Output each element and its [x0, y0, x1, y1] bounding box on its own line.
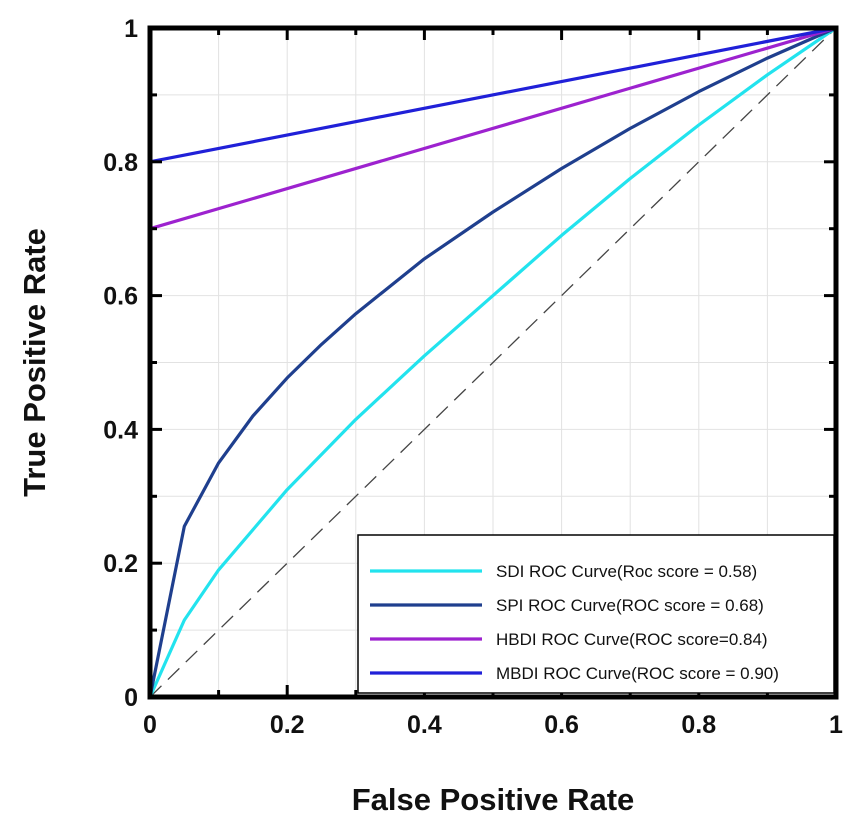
legend-entry-hbdi: HBDI ROC Curve(ROC score=0.84)	[496, 630, 768, 649]
spi-roc-curve	[148, 26, 838, 699]
x-axis-title: False Positive Rate	[352, 782, 635, 817]
y-tick-label: 0.4	[103, 416, 138, 444]
x-tick-label: 0	[143, 711, 157, 739]
x-tick-label: 0.6	[544, 711, 579, 739]
series-lines	[148, 26, 838, 699]
x-tick-label: 0.4	[407, 711, 442, 739]
chance-diagonal-line	[149, 27, 837, 698]
y-tick-label: 0.2	[103, 550, 138, 578]
legend-entry-mbdi: MBDI ROC Curve(ROC score = 0.90)	[496, 664, 779, 683]
legend: SDI ROC Curve(Roc score = 0.58) SPI ROC C…	[357, 534, 835, 694]
x-tick-labels: 0 0.2 0.4 0.6 0.8 1	[143, 711, 843, 739]
y-axis-title: True Positive Rate	[17, 228, 52, 497]
mbdi-roc-curve	[148, 26, 838, 164]
y-tick-label: 1	[124, 15, 138, 43]
y-tick-label: 0.8	[103, 149, 138, 177]
x-tick-label: 0.8	[681, 711, 716, 739]
legend-entry-sdi: SDI ROC Curve(Roc score = 0.58)	[496, 562, 757, 581]
chance-line-group	[149, 27, 837, 698]
legend-entry-spi: SPI ROC Curve(ROC score = 0.68)	[496, 596, 764, 615]
x-tick-label: 0.2	[270, 711, 305, 739]
y-tick-label: 0.6	[103, 283, 138, 311]
y-tick-labels: 0 0.2 0.4 0.6 0.8 1	[103, 15, 138, 712]
hbdi-roc-curve	[148, 26, 838, 231]
sdi-roc-curve	[148, 26, 838, 699]
y-tick-label: 0	[124, 684, 138, 712]
legend-box	[357, 534, 835, 694]
x-tick-label: 1	[829, 711, 843, 739]
